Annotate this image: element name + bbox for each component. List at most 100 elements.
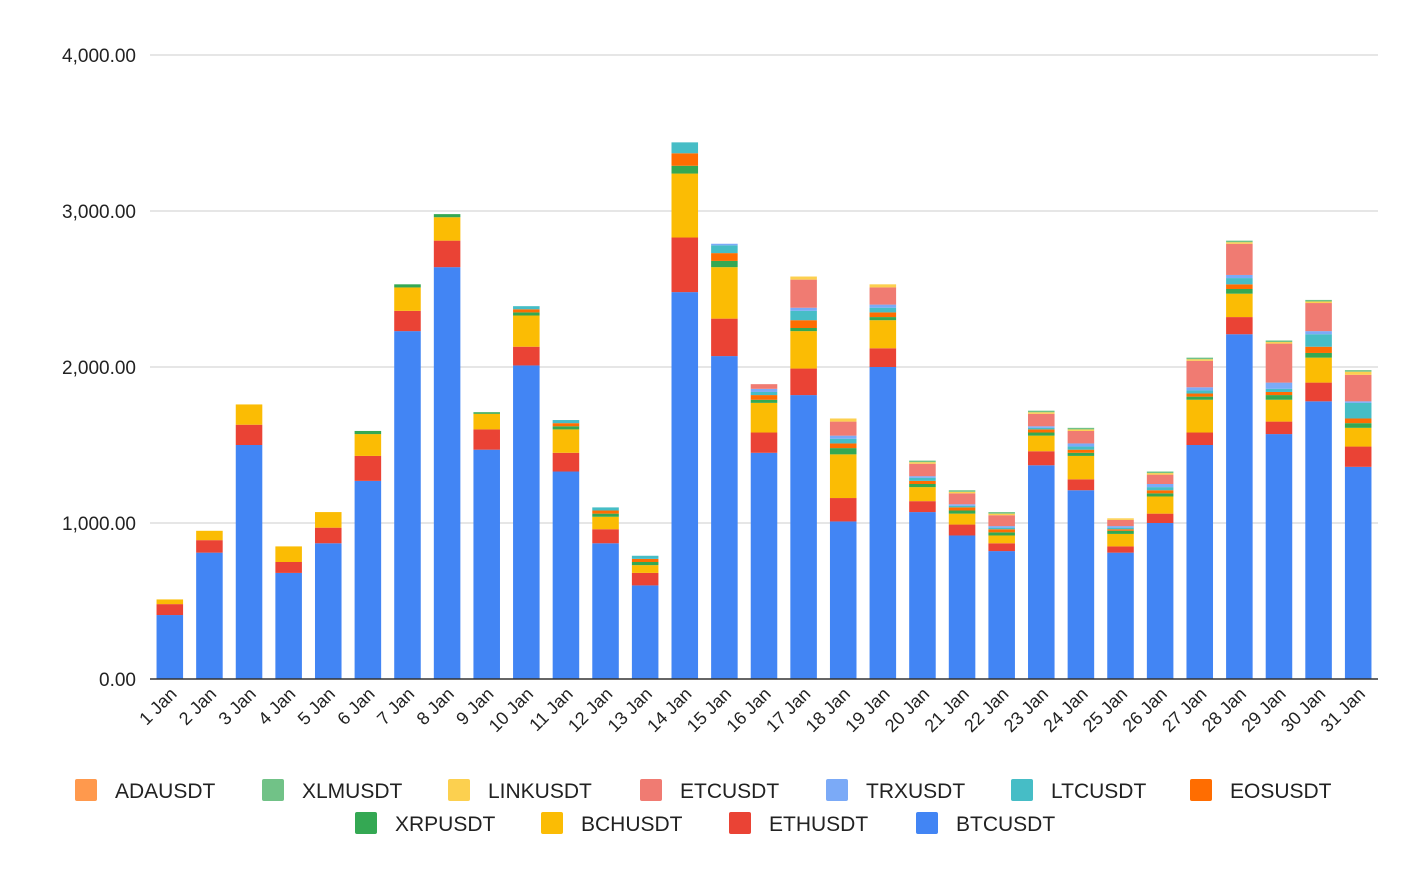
bar-segment-eosusdt bbox=[948, 507, 976, 511]
bar-stack bbox=[1305, 299, 1332, 679]
bar-stack bbox=[1265, 340, 1293, 679]
bar-segment-btcusdt bbox=[275, 572, 302, 679]
bar-segment-eosusdt bbox=[1028, 429, 1055, 433]
bar-segment-bchusdt bbox=[513, 315, 540, 347]
bar-segment-btcusdt bbox=[552, 471, 580, 679]
legend[interactable]: ADAUSDT XLMUSDT LINKUSDT ETCUSDT TRXUSDT LTCU… bbox=[75, 779, 1332, 836]
bar-segment-ltcusdt bbox=[1107, 527, 1134, 530]
legend-item-adausdt[interactable]: ADAUSDT bbox=[75, 779, 216, 803]
x-tick-label: 2 Jan bbox=[175, 684, 220, 729]
bar-segment-linkusdt bbox=[1305, 301, 1332, 304]
y-tick-label: 0.00 bbox=[99, 670, 136, 691]
bar-segment-bchusdt bbox=[156, 599, 184, 605]
legend-swatch bbox=[541, 812, 563, 834]
bar-segment-bchusdt bbox=[196, 530, 223, 541]
bar-segment-etcusdt bbox=[1067, 430, 1095, 444]
x-tick-label: 1 Jan bbox=[135, 684, 180, 729]
legend-item-btcusdt[interactable]: BTCUSDT bbox=[916, 812, 1055, 836]
legend-item-trxusdt[interactable]: TRXUSDT bbox=[826, 779, 965, 803]
legend-label: ETCUSDT bbox=[680, 780, 779, 803]
bar-segment-eosusdt bbox=[1067, 449, 1095, 453]
legend-item-eosusdt[interactable]: EOSUSDT bbox=[1190, 779, 1332, 803]
legend-item-ltcusdt[interactable]: LTCUSDT bbox=[1011, 779, 1146, 803]
bar-segment-ltcusdt bbox=[1067, 446, 1095, 450]
bar-segment-btcusdt bbox=[948, 535, 976, 679]
bar-segment-linkusdt bbox=[988, 513, 1015, 516]
x-tick-label: 20 Jan bbox=[881, 684, 933, 736]
bar-stack bbox=[948, 490, 976, 679]
bar-stack bbox=[988, 512, 1015, 679]
bar-segment-xrpusdt bbox=[988, 532, 1015, 536]
bar-segment-ltcusdt bbox=[829, 438, 857, 444]
y-axis-tick-labels: 0.00 1,000.00 2,000.00 3,000.00 4,000.00 bbox=[62, 46, 136, 691]
bar-segment-ethusdt bbox=[1067, 479, 1095, 491]
bar-segment-linkusdt bbox=[1028, 412, 1055, 414]
bar-segment-xrpusdt bbox=[711, 260, 738, 268]
bar-segment-xrpusdt bbox=[631, 562, 659, 566]
legend-label: ETHUSDT bbox=[769, 813, 868, 836]
legend-swatch bbox=[729, 812, 751, 834]
bar-segment-bchusdt bbox=[671, 173, 699, 238]
bar-segment-bchusdt bbox=[1226, 293, 1253, 318]
legend-label: BTCUSDT bbox=[956, 813, 1055, 836]
bar-segment-bchusdt bbox=[988, 535, 1015, 544]
bar-segment-linkusdt bbox=[869, 284, 897, 288]
bar-segment-btcusdt bbox=[1305, 401, 1332, 679]
bar-segment-xrpusdt bbox=[829, 448, 857, 455]
bar-segment-trxusdt bbox=[711, 243, 738, 246]
bar-segment-trxusdt bbox=[1344, 401, 1372, 403]
bar-segment-btcusdt bbox=[433, 267, 461, 679]
legend-label: XRPUSDT bbox=[395, 813, 496, 836]
bar-stack bbox=[275, 546, 302, 679]
bar-segment-ltcusdt bbox=[1344, 402, 1372, 419]
bar-segment-ethusdt bbox=[1265, 421, 1293, 435]
bar-segment-btcusdt bbox=[988, 551, 1015, 679]
bar-segment-btcusdt bbox=[711, 356, 738, 679]
legend-item-bchusdt[interactable]: BCHUSDT bbox=[541, 812, 683, 836]
bar-segment-btcusdt bbox=[156, 615, 184, 679]
bar-segment-eosusdt bbox=[592, 510, 619, 514]
legend-item-ethusdt[interactable]: ETHUSDT bbox=[729, 812, 868, 836]
x-tick-label: 31 Jan bbox=[1317, 684, 1369, 736]
bar-segment-ethusdt bbox=[235, 424, 263, 445]
x-tick-label: 10 Jan bbox=[485, 684, 537, 736]
bar-segment-btcusdt bbox=[394, 331, 421, 679]
bar-stack bbox=[1344, 370, 1372, 679]
legend-item-xrpusdt[interactable]: XRPUSDT bbox=[355, 812, 496, 836]
bar-segment-xlmusdt bbox=[909, 460, 936, 463]
bar-segment-bchusdt bbox=[1186, 399, 1214, 433]
legend-swatch bbox=[1190, 779, 1212, 801]
bar-segment-btcusdt bbox=[1344, 466, 1372, 679]
bar-segment-eosusdt bbox=[552, 423, 580, 427]
bar-segment-btcusdt bbox=[790, 395, 817, 679]
bar-segment-btcusdt bbox=[1265, 434, 1293, 679]
bar-segment-etcusdt bbox=[909, 463, 936, 477]
bar-segment-bchusdt bbox=[1028, 435, 1055, 452]
bar-segment-ethusdt bbox=[1344, 446, 1372, 467]
bar-segment-linkusdt bbox=[1107, 518, 1134, 520]
bar-stack bbox=[592, 507, 619, 679]
bar-segment-btcusdt bbox=[1107, 552, 1134, 679]
bar-segment-eosusdt bbox=[711, 253, 738, 261]
bar-stack bbox=[1226, 240, 1253, 679]
bar-stack bbox=[711, 243, 738, 679]
bar-segment-xrpusdt bbox=[354, 430, 382, 435]
bar-segment-bchusdt bbox=[1344, 427, 1372, 447]
bar-segment-ltcusdt bbox=[1028, 427, 1055, 430]
bar-segment-ltcusdt bbox=[631, 555, 659, 559]
bar-stack bbox=[631, 555, 659, 679]
bar-segment-ethusdt bbox=[869, 348, 897, 367]
x-tick-label: 24 Jan bbox=[1039, 684, 1091, 736]
bar-segment-trxusdt bbox=[790, 307, 817, 311]
bar-segment-btcusdt bbox=[671, 292, 699, 679]
legend-item-linkusdt[interactable]: LINKUSDT bbox=[448, 779, 592, 803]
bar-segment-bchusdt bbox=[829, 454, 857, 499]
bar-segment-btcusdt bbox=[314, 543, 342, 679]
legend-label: XLMUSDT bbox=[302, 780, 403, 803]
legend-item-xlmusdt[interactable]: XLMUSDT bbox=[262, 779, 403, 803]
bar-segment-btcusdt bbox=[473, 449, 500, 679]
bar-stack bbox=[1186, 357, 1214, 679]
bar-segment-xrpusdt bbox=[1067, 452, 1095, 456]
legend-item-etcusdt[interactable]: ETCUSDT bbox=[640, 779, 779, 803]
